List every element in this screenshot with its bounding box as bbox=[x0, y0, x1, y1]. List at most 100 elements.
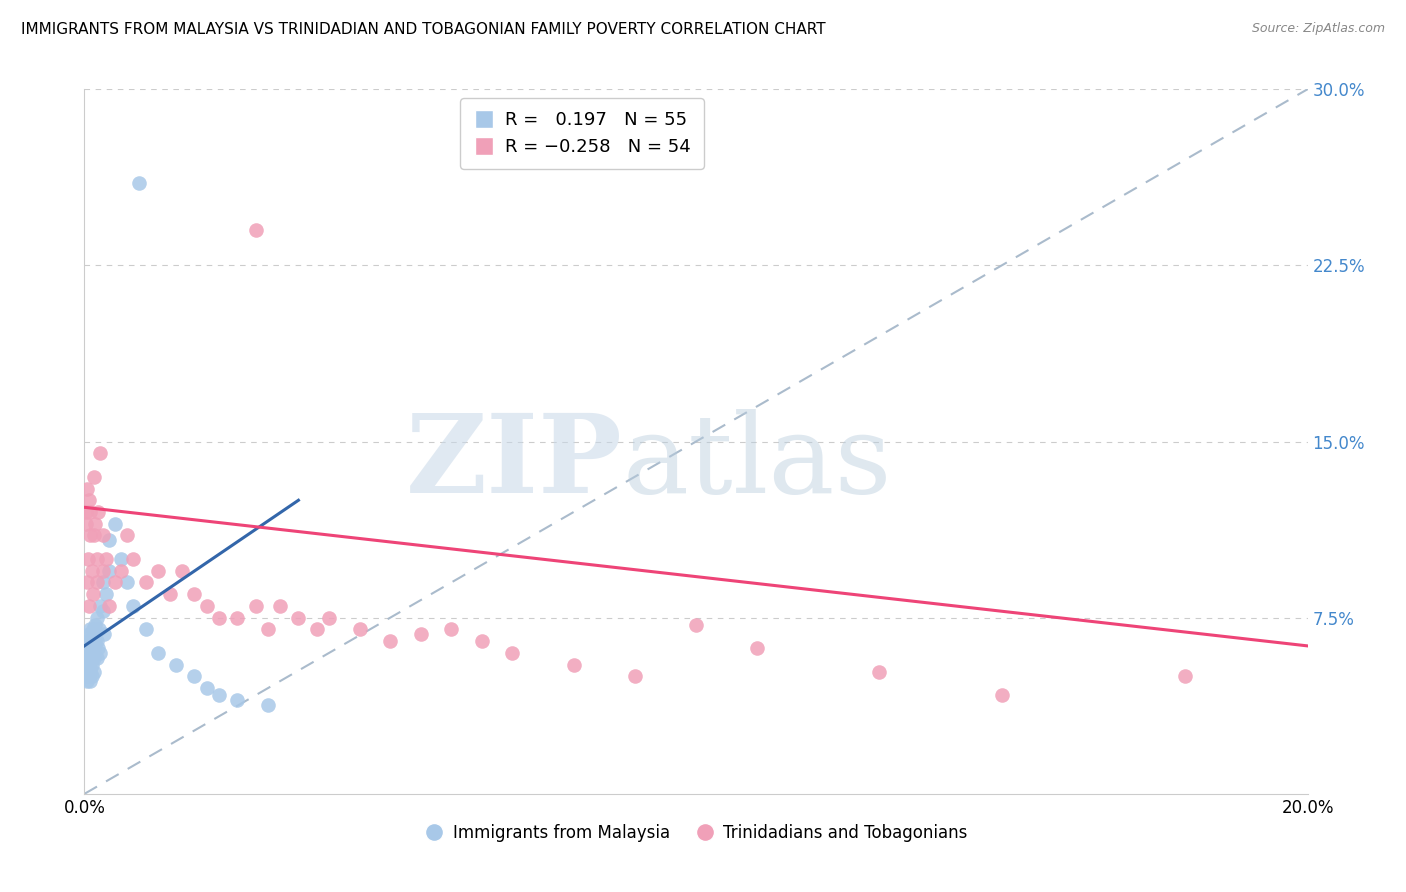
Point bbox=[195, 681, 218, 696]
Point bbox=[104, 516, 127, 531]
Point bbox=[87, 623, 110, 637]
Point bbox=[82, 623, 104, 637]
Point bbox=[208, 610, 231, 624]
Point bbox=[110, 564, 132, 578]
Point bbox=[77, 641, 100, 656]
Point bbox=[91, 564, 114, 578]
Point bbox=[77, 552, 100, 566]
Point bbox=[75, 505, 97, 519]
Point bbox=[104, 575, 127, 590]
Point bbox=[245, 599, 267, 613]
Point bbox=[115, 528, 138, 542]
Point bbox=[76, 575, 98, 590]
Point bbox=[82, 650, 104, 665]
Point bbox=[82, 669, 104, 683]
Point bbox=[502, 646, 524, 660]
Legend: Immigrants from Malaysia, Trinidadians and Tobagonians: Immigrants from Malaysia, Trinidadians a… bbox=[418, 818, 974, 849]
Point bbox=[115, 575, 138, 590]
Point bbox=[86, 552, 108, 566]
Point bbox=[89, 646, 111, 660]
Point bbox=[562, 657, 585, 672]
Text: IMMIGRANTS FROM MALAYSIA VS TRINIDADIAN AND TOBAGONIAN FAMILY POVERTY CORRELATIO: IMMIGRANTS FROM MALAYSIA VS TRINIDADIAN … bbox=[21, 22, 825, 37]
Point bbox=[86, 575, 108, 590]
Point bbox=[97, 564, 120, 578]
Point bbox=[183, 669, 205, 683]
Point bbox=[305, 623, 328, 637]
Point bbox=[76, 657, 98, 672]
Point bbox=[87, 641, 110, 656]
Point bbox=[135, 575, 157, 590]
Point bbox=[135, 623, 157, 637]
Point bbox=[122, 552, 145, 566]
Point bbox=[83, 641, 105, 656]
Point bbox=[79, 623, 101, 637]
Point bbox=[146, 564, 169, 578]
Point bbox=[82, 587, 104, 601]
Point bbox=[83, 665, 105, 679]
Point bbox=[685, 617, 707, 632]
Point bbox=[76, 646, 98, 660]
Point bbox=[97, 533, 120, 548]
Point bbox=[94, 552, 117, 566]
Point bbox=[75, 516, 97, 531]
Point bbox=[79, 662, 101, 676]
Point bbox=[77, 599, 100, 613]
Point bbox=[349, 623, 371, 637]
Text: ZIP: ZIP bbox=[406, 409, 623, 516]
Point bbox=[75, 634, 97, 648]
Point bbox=[624, 669, 647, 683]
Point bbox=[110, 552, 132, 566]
Point bbox=[257, 623, 280, 637]
Point bbox=[89, 599, 111, 613]
Point bbox=[93, 627, 115, 641]
Point bbox=[257, 698, 280, 712]
Point bbox=[172, 564, 194, 578]
Point bbox=[86, 610, 108, 624]
Point bbox=[159, 587, 181, 601]
Point bbox=[91, 528, 114, 542]
Point bbox=[208, 688, 231, 702]
Point bbox=[79, 674, 101, 689]
Point bbox=[91, 604, 114, 618]
Point bbox=[77, 650, 100, 665]
Point bbox=[84, 516, 107, 531]
Point bbox=[226, 610, 249, 624]
Point bbox=[86, 650, 108, 665]
Point bbox=[75, 650, 97, 665]
Point bbox=[77, 669, 100, 683]
Point bbox=[869, 665, 891, 679]
Point bbox=[226, 693, 249, 707]
Point bbox=[91, 575, 114, 590]
Point bbox=[165, 657, 187, 672]
Point bbox=[409, 627, 432, 641]
Point bbox=[146, 646, 169, 660]
Point bbox=[80, 564, 103, 578]
Point bbox=[440, 623, 463, 637]
Point bbox=[77, 657, 100, 672]
Point bbox=[77, 669, 100, 683]
Point bbox=[84, 617, 107, 632]
Point bbox=[991, 688, 1014, 702]
Point bbox=[97, 599, 120, 613]
Point bbox=[94, 587, 117, 601]
Point bbox=[245, 223, 267, 237]
Point bbox=[183, 587, 205, 601]
Point bbox=[287, 610, 309, 624]
Point bbox=[79, 528, 101, 542]
Point bbox=[79, 646, 101, 660]
Point bbox=[122, 599, 145, 613]
Point bbox=[76, 674, 98, 689]
Point bbox=[83, 469, 105, 483]
Point bbox=[77, 493, 100, 508]
Point bbox=[76, 482, 98, 496]
Point bbox=[1174, 669, 1197, 683]
Point bbox=[747, 641, 769, 656]
Point bbox=[269, 599, 291, 613]
Point bbox=[83, 650, 105, 665]
Point bbox=[195, 599, 218, 613]
Point bbox=[76, 665, 98, 679]
Text: Source: ZipAtlas.com: Source: ZipAtlas.com bbox=[1251, 22, 1385, 36]
Point bbox=[79, 505, 101, 519]
Point bbox=[89, 446, 111, 460]
Text: atlas: atlas bbox=[623, 409, 893, 516]
